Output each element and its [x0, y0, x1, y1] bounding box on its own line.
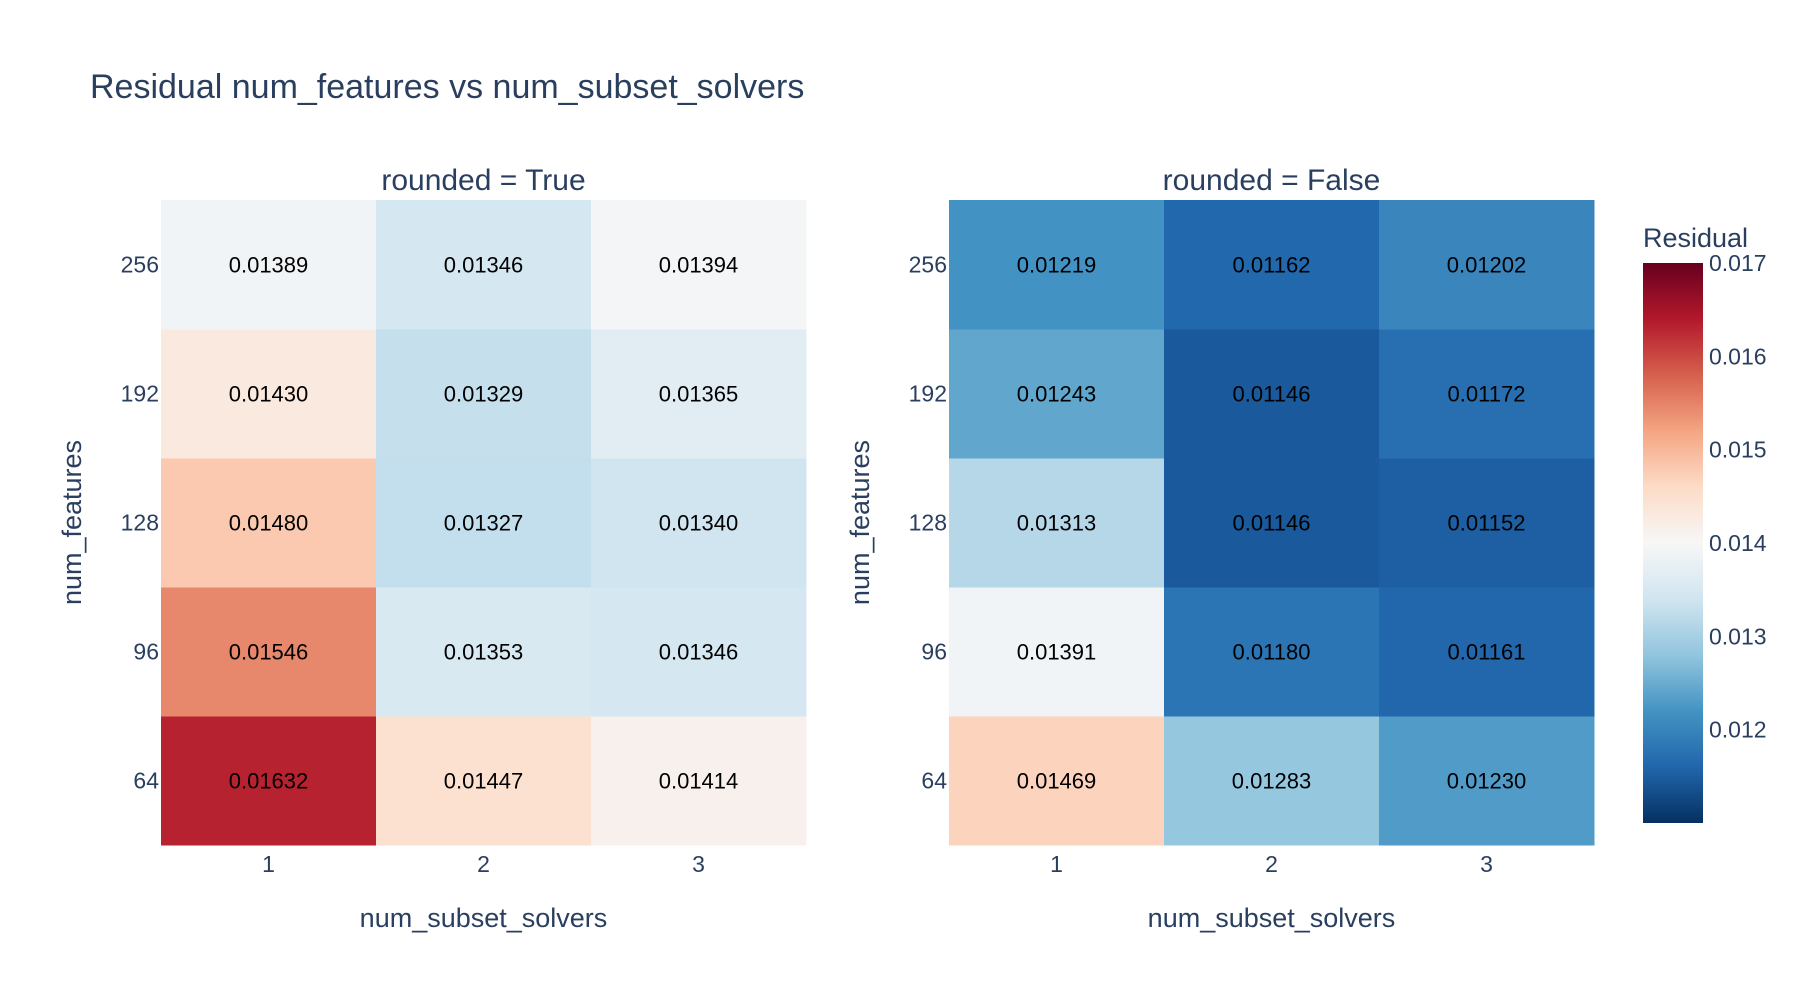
colorbar-tick-label: 0.017 [1709, 250, 1767, 276]
y-tick-label: 192 [121, 381, 159, 407]
x-tick-label: 1 [262, 851, 275, 877]
panel-subtitle: rounded = True [381, 164, 585, 197]
cell-value-label: 0.01162 [1233, 253, 1311, 278]
colorbar-gradient [1643, 263, 1703, 823]
cell-value-label: 0.01146 [1233, 511, 1311, 536]
heatmap-cell [376, 587, 592, 717]
heatmap-cell [1164, 200, 1380, 330]
heatmap-cell [1164, 716, 1380, 846]
heatmap-cell [591, 458, 807, 588]
heatmap-cell [1379, 458, 1595, 588]
heatmap-cell [376, 200, 592, 330]
heatmap-cell [1379, 200, 1595, 330]
cell-value-label: 0.01346 [444, 253, 524, 278]
x-tick-label: 3 [692, 851, 705, 877]
y-tick-label: 64 [133, 768, 159, 794]
colorbar-tick-label: 0.014 [1709, 530, 1767, 556]
cell-value-label: 0.01172 [1448, 382, 1526, 407]
x-axis-title: num_subset_solvers [1148, 903, 1396, 933]
heatmap-cell [949, 716, 1165, 846]
cell-value-label: 0.01161 [1448, 640, 1526, 665]
heatmap-cell [376, 458, 592, 588]
heatmap-cell [949, 587, 1165, 717]
x-tick-label: 2 [1265, 851, 1278, 877]
cell-value-label: 0.01353 [444, 640, 524, 665]
heatmap-cell [591, 716, 807, 846]
cell-value-label: 0.01414 [659, 769, 739, 794]
heatmap-cell [1164, 587, 1380, 717]
heatmap-cell [949, 458, 1165, 588]
colorbar-tick-label: 0.016 [1709, 343, 1767, 369]
colorbar-tick-label: 0.013 [1709, 623, 1767, 649]
heatmap-cell [1379, 716, 1595, 846]
heatmap-cell [161, 587, 377, 717]
cell-value-label: 0.01152 [1448, 511, 1526, 536]
y-tick-label: 128 [909, 510, 947, 536]
cell-value-label: 0.01329 [444, 382, 524, 407]
cell-value-label: 0.01447 [444, 769, 524, 794]
heatmap-panel-rounded-false: rounded = False 0.01469 0.01283 0.01230 0.01… [845, 164, 1595, 933]
heatmap-cell [1164, 458, 1380, 588]
heatmap-cell [949, 329, 1165, 459]
cell-value-label: 0.01340 [659, 511, 739, 536]
cell-value-label: 0.01632 [229, 769, 309, 794]
colorbar: Residual 0.017 0.016 0.015 0.014 0.013 0.012 [1643, 223, 1767, 823]
x-tick-label: 1 [1050, 851, 1063, 877]
heatmap-cell [591, 587, 807, 717]
cell-value-label: 0.01146 [1233, 382, 1311, 407]
y-tick-label: 96 [921, 639, 947, 665]
colorbar-tick-label: 0.015 [1709, 437, 1767, 463]
cell-value-label: 0.01219 [1017, 253, 1097, 278]
heatmap-cell [376, 716, 592, 846]
y-tick-label: 256 [909, 252, 947, 278]
heatmap-panel-rounded-true: rounded = True 0.01632 0.01447 0.01414 0.015… [57, 164, 807, 933]
y-tick-label: 192 [909, 381, 947, 407]
cell-value-label: 0.01327 [444, 511, 524, 536]
cell-value-label: 0.01391 [1017, 640, 1097, 665]
heatmap-cell [591, 329, 807, 459]
heatmap-cell [591, 200, 807, 330]
cell-value-label: 0.01243 [1017, 382, 1097, 407]
y-tick-label: 256 [121, 252, 159, 278]
cell-value-label: 0.01346 [659, 640, 739, 665]
y-tick-label: 128 [121, 510, 159, 536]
colorbar-tick-label: 0.012 [1709, 717, 1767, 743]
colorbar-title: Residual [1643, 223, 1748, 253]
y-axis-title: num_features [845, 440, 875, 605]
cell-value-label: 0.01180 [1233, 640, 1311, 665]
cell-value-label: 0.01480 [229, 511, 309, 536]
x-axis-title: num_subset_solvers [360, 903, 608, 933]
cell-value-label: 0.01394 [659, 253, 739, 278]
heatmap-cell [161, 458, 377, 588]
heatmap-cell [1164, 329, 1380, 459]
cell-value-label: 0.01430 [229, 382, 309, 407]
panel-subtitle: rounded = False [1163, 164, 1381, 197]
y-axis-title: num_features [57, 440, 87, 605]
x-tick-label: 3 [1480, 851, 1493, 877]
cell-value-label: 0.01389 [229, 253, 309, 278]
cell-value-label: 0.01546 [229, 640, 309, 665]
cell-value-label: 0.01469 [1017, 769, 1097, 794]
heatmap-cell [376, 329, 592, 459]
cell-value-label: 0.01313 [1017, 511, 1097, 536]
heatmap-cell [161, 329, 377, 459]
heatmap-cell [1379, 587, 1595, 717]
chart-title: Residual num_features vs num_subset_solv… [90, 68, 804, 106]
cell-value-label: 0.01230 [1447, 769, 1527, 794]
heatmap-cell [949, 200, 1165, 330]
heatmap-cell [161, 716, 377, 846]
cell-value-label: 0.01365 [659, 382, 739, 407]
y-tick-label: 96 [133, 639, 159, 665]
y-tick-label: 64 [921, 768, 947, 794]
cell-value-label: 0.01202 [1447, 253, 1527, 278]
heatmap-cell [1379, 329, 1595, 459]
x-tick-label: 2 [477, 851, 490, 877]
cell-value-label: 0.01283 [1232, 769, 1312, 794]
heatmap-cell [161, 200, 377, 330]
